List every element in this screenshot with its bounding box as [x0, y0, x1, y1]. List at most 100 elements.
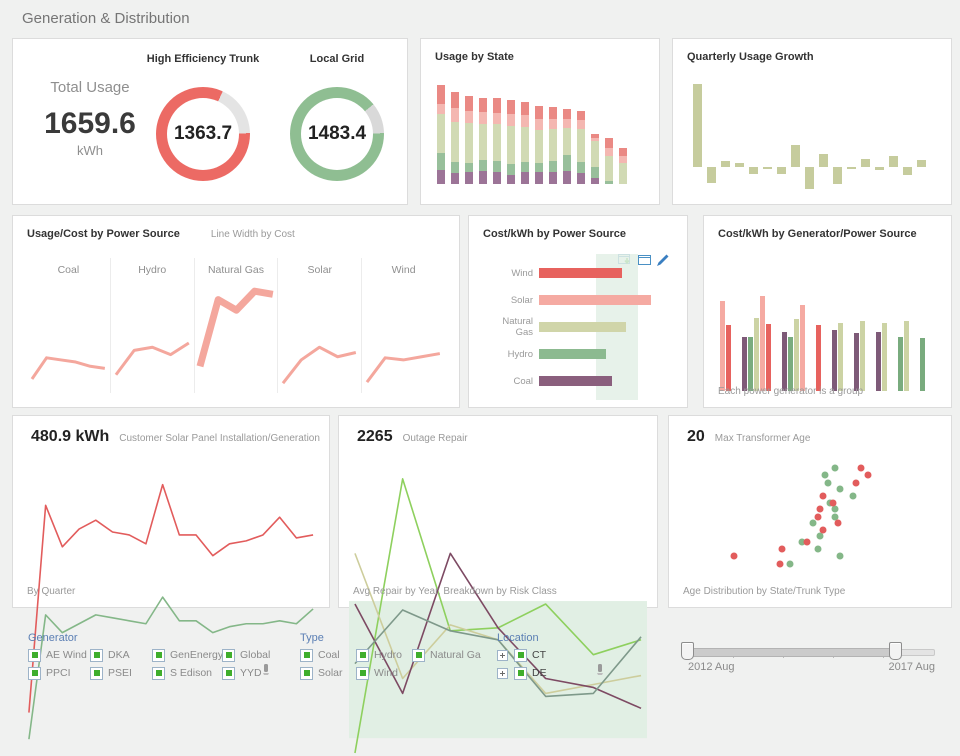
quarterly-growth-chart [693, 84, 937, 214]
filter-checkbox-ct[interactable]: CT [497, 648, 547, 662]
usage-cost-subtitle: Line Width by Cost [210, 229, 295, 240]
hbar-label: Natural Gas [502, 316, 533, 338]
group-bar [838, 322, 843, 391]
filter-checkbox-ae-wind[interactable]: AE Wind [28, 648, 90, 662]
checkbox-icon[interactable] [300, 666, 313, 680]
group-bar [748, 337, 753, 391]
transformer-footer: Age Distribution by State/Trunk Type [683, 586, 846, 597]
generator-group [720, 301, 731, 391]
power-source-label: Hydro [138, 264, 167, 276]
filter-checkbox-genenergy[interactable]: GenEnergy [152, 648, 223, 662]
power-source-label: Coal [57, 264, 80, 276]
green-trunk-dot [786, 560, 794, 568]
group-bar [782, 332, 787, 391]
filter-checkbox-yyd[interactable]: YYD [222, 666, 282, 680]
group-bar [860, 321, 865, 391]
checkbox-icon[interactable] [152, 648, 165, 662]
growth-bar [889, 156, 898, 167]
filter-checkbox-coal[interactable]: Coal [300, 648, 356, 662]
checkbox-icon[interactable] [514, 666, 527, 680]
panel-cost-by-source: Cost/kWh by Power Source Wind Solar Natura… [468, 215, 688, 408]
expand-plus-icon[interactable] [497, 649, 508, 661]
filter-checkbox-solar[interactable]: Solar [300, 666, 356, 680]
window-icon[interactable] [638, 254, 651, 266]
filter-checkbox-de[interactable]: DE [497, 666, 547, 680]
total-usage-unit: kWh [77, 143, 103, 158]
hbar-label: Solar [510, 294, 533, 306]
red-trunk-dot [829, 499, 837, 507]
stacked-bar [493, 98, 501, 184]
hbar [539, 268, 622, 278]
outage-kpi-value: 2265 [357, 428, 393, 445]
growth-bar [693, 84, 702, 167]
panel-outage: 2265 Outage Repair Avg Repair by Year, B… [338, 415, 658, 608]
stacked-bar [451, 92, 459, 184]
checkbox-icon[interactable] [222, 648, 235, 662]
hbar [539, 376, 612, 386]
hbar [539, 295, 651, 305]
red-trunk-dot [730, 552, 738, 560]
checkbox-icon[interactable] [90, 666, 103, 680]
checkbox-icon[interactable] [90, 648, 103, 662]
filter-checkbox-wind[interactable]: Wind [356, 666, 412, 680]
group-bar [794, 319, 799, 391]
filter-checkbox-psei[interactable]: PSEI [90, 666, 152, 680]
checkbox-icon[interactable] [28, 666, 41, 680]
red-trunk-dot [834, 519, 842, 527]
green-trunk-dot [836, 485, 844, 493]
group-bar [766, 323, 771, 391]
gauge-trunk-value: 1363.7 [173, 123, 233, 144]
filter-checkbox-dka[interactable]: DKA [90, 648, 152, 662]
checkbox-icon[interactable] [222, 666, 235, 680]
checkbox-icon[interactable] [356, 648, 369, 662]
filter-checkbox-ppci[interactable]: PPCI [28, 666, 90, 680]
filter-type: Type Coal Solar Hydro Wind Natural Ga [300, 632, 490, 680]
filter-location-label: Location [497, 632, 539, 644]
slider-start-label: 2012 Aug [688, 661, 735, 673]
checkbox-icon[interactable] [356, 666, 369, 680]
gauge-high-efficiency-trunk: 1363.7 [156, 87, 250, 181]
filter-checkbox-s-edison[interactable]: S Edison [152, 666, 222, 680]
growth-bar [749, 167, 758, 174]
cost-by-generator-caption: Each power generator is a group [718, 386, 864, 397]
filter-checkbox-global[interactable]: Global [222, 648, 282, 662]
panel-total-usage: Total Usage 1659.6 kWh High Efficiency T… [12, 38, 408, 205]
power-source-panel: Natural Gas [193, 258, 278, 393]
green-trunk-dot [821, 471, 829, 479]
expand-plus-icon[interactable] [497, 667, 508, 679]
checkbox-icon[interactable] [152, 666, 165, 680]
red-trunk-dot [852, 479, 860, 487]
green-trunk-dot [814, 545, 822, 553]
slider-handle-start[interactable] [681, 642, 694, 660]
clear-filter-icon[interactable] [260, 663, 272, 677]
stacked-bar [577, 110, 585, 184]
group-bar [854, 333, 859, 391]
filter-location: Location CT DE [497, 632, 547, 680]
filter-checkbox-hydro[interactable]: Hydro [356, 648, 412, 662]
filter-checkbox-natural-ga[interactable]: Natural Ga [412, 648, 490, 662]
cost-by-generator-title: Cost/kWh by Generator/Power Source [718, 228, 917, 240]
transformer-kpi-label: Max Transformer Age [714, 433, 811, 444]
solar-line-chart [23, 458, 319, 754]
green-trunk-dot [798, 538, 806, 546]
cost-by-source-chart: Wind Solar Natural Gas Hydro Coal [483, 254, 673, 400]
checkbox-icon[interactable] [412, 648, 425, 662]
checkbox-icon[interactable] [300, 648, 313, 662]
gauge-local-grid: 1483.4 [290, 87, 384, 181]
panel-usage-by-state: Usage by State [420, 38, 660, 205]
checkbox-icon[interactable] [514, 648, 527, 662]
solar-kpi-label: Customer Solar Panel Installation/Genera… [119, 433, 320, 444]
power-source-panel: Hydro [109, 258, 194, 393]
stacked-bar [521, 101, 529, 184]
edit-pencil-icon[interactable] [657, 254, 669, 266]
slider-handle-end[interactable] [889, 642, 902, 660]
checkbox-icon[interactable] [28, 648, 41, 662]
green-trunk-dot [809, 519, 817, 527]
stacked-bar [563, 109, 571, 184]
hbar-row: Wind [483, 268, 673, 279]
growth-bar [763, 167, 772, 169]
growth-bar [861, 158, 870, 167]
red-trunk-dot [778, 545, 786, 553]
slider-selected-range[interactable] [685, 648, 897, 657]
clear-filter-icon[interactable] [594, 663, 606, 677]
